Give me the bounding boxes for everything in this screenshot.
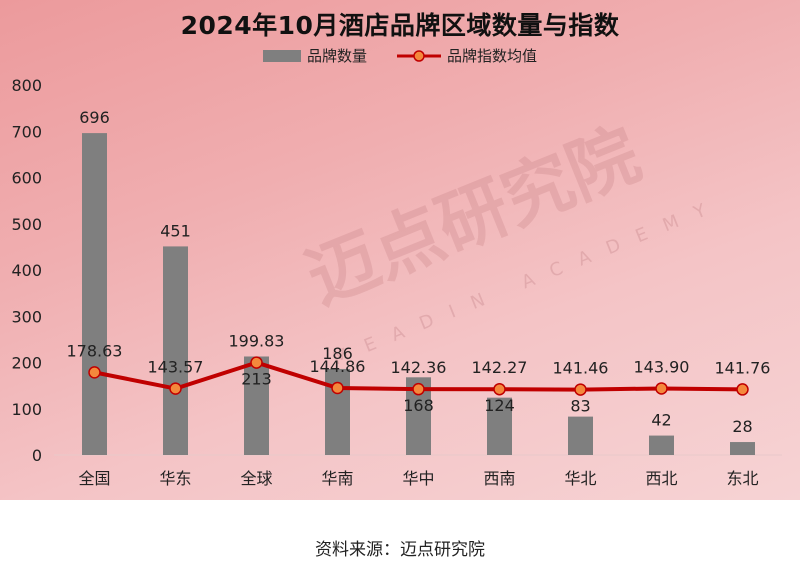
line-marker [493,382,506,396]
y-tick-label: 200 [11,354,42,373]
line-marker-swatch-icon [397,49,441,62]
bar [487,397,512,455]
line-marker [88,366,101,379]
line-value-label: 143.90 [634,357,690,376]
x-category-label: 西南 [483,469,515,488]
bar [568,416,593,455]
x-category-label: 华东 [159,469,191,488]
bar-swatch-icon [262,49,301,62]
line-marker [331,381,344,395]
line-value-label: 199.83 [229,332,285,351]
bar [82,133,107,455]
x-category-label: 全国 [78,469,110,488]
y-tick-label: 0 [32,446,42,465]
line-value-label: 143.57 [148,358,204,377]
bar-value-label: 696 [79,108,110,127]
y-tick-label: 300 [11,307,42,326]
line-marker [736,383,749,396]
legend-item-line: 品牌指数均值 [397,45,537,66]
y-tick-label: 500 [11,215,42,234]
bar-value-label: 451 [160,221,191,240]
line-marker [250,356,263,369]
bar-value-label: 213 [241,370,272,389]
bar [163,246,188,455]
bar-value-label: 124 [484,396,515,415]
bar [730,442,755,455]
legend-item-bar: 品牌数量 [262,45,367,66]
line-value-label: 141.46 [553,359,609,378]
legend: 品牌数量 品牌指数均值 [0,45,800,66]
chart-panel [0,0,800,500]
line-marker [169,382,182,395]
legend-line-label: 品牌指数均值 [447,47,538,65]
combo-chart: 0 100 200 300 400 500 600 700 800 696 451 213 186 168… [11,76,782,488]
line-value-label: 142.27 [472,358,528,377]
line-value-label: 144.86 [310,357,366,376]
bar-value-label: 28 [732,417,752,436]
x-category-label: 西北 [645,469,677,488]
y-tick-label: 800 [11,76,42,95]
line-marker [412,382,425,396]
bar-value-label: 168 [403,396,434,415]
x-category-label: 华北 [564,469,596,488]
bar-value-label: 42 [651,411,671,430]
line-marker [574,383,587,396]
bar-value-label: 83 [570,397,590,416]
bar [649,435,674,455]
source-note: 资料来源：迈点研究院 [315,540,485,560]
x-category-label: 全球 [240,469,272,488]
line-value-label: 141.76 [715,358,771,377]
y-tick-label: 400 [11,261,42,280]
bar-value-label: 186 [322,344,353,363]
y-tick-label: 700 [11,122,42,141]
x-category-label: 华南 [321,469,353,488]
line-value-label: 178.63 [67,341,123,360]
x-category-label: 华中 [402,469,434,488]
y-tick-label: 600 [11,169,42,188]
bar [244,356,269,455]
chart-title: 2024年10月酒店品牌区域数量与指数 [180,11,620,40]
legend-bar-label: 品牌数量 [306,47,367,65]
y-tick-label: 100 [11,400,42,419]
line-value-label: 142.36 [391,358,447,377]
line-marker [655,382,668,395]
x-category-label: 东北 [726,469,758,488]
